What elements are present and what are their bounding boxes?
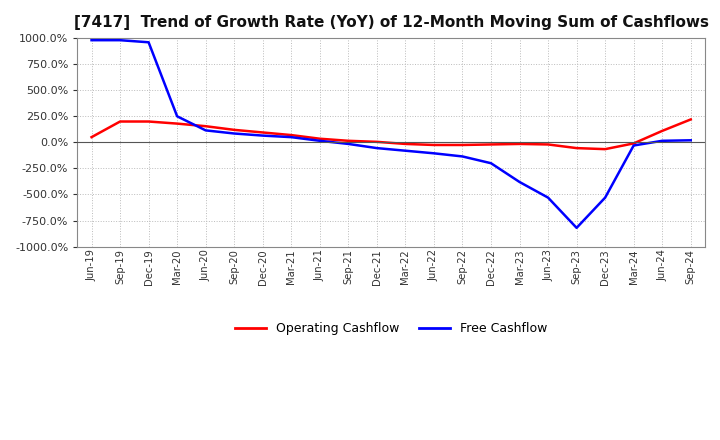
Title: [7417]  Trend of Growth Rate (YoY) of 12-Month Moving Sum of Cashflows: [7417] Trend of Growth Rate (YoY) of 12-… — [73, 15, 708, 30]
Legend: Operating Cashflow, Free Cashflow: Operating Cashflow, Free Cashflow — [230, 318, 552, 341]
